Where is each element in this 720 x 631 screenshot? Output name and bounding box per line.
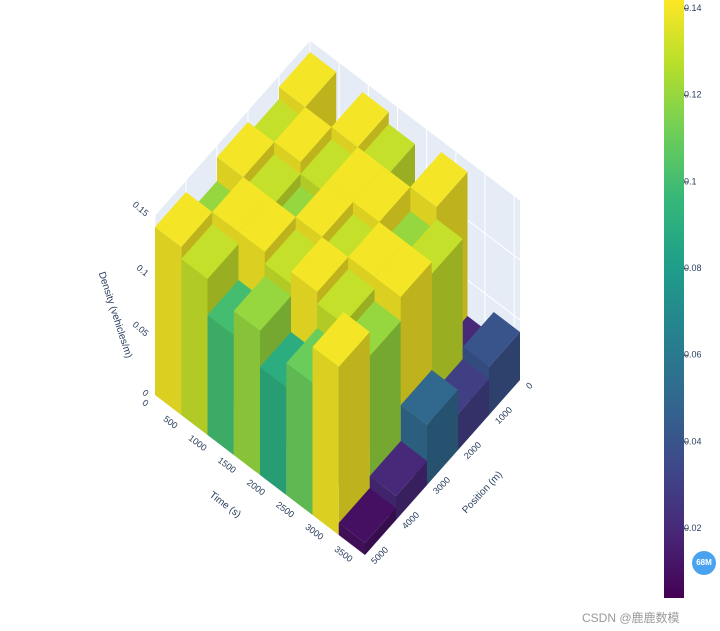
colorbar-tick-label: 0.14 <box>684 3 702 13</box>
surface-top <box>317 269 375 324</box>
colorbar-tick-label: 0.12 <box>684 90 702 100</box>
surface-top <box>462 312 520 367</box>
grid-line <box>154 39 311 216</box>
surface-side <box>286 363 313 515</box>
surface-top <box>326 147 384 202</box>
colorbar-tick-label: 0.1 <box>684 176 697 186</box>
surface-side <box>458 379 489 450</box>
watermark: CSDN @鹿鹿数模 <box>582 611 680 625</box>
surface-top <box>238 197 296 252</box>
surface-side <box>396 461 427 520</box>
surface-top <box>353 167 411 222</box>
surface-side <box>155 227 182 415</box>
surface-top <box>348 222 406 277</box>
surface-top <box>279 52 337 107</box>
surface-top <box>374 242 432 297</box>
surface-side <box>338 523 365 555</box>
x-tick-label: 1500 <box>216 455 238 475</box>
surface-side <box>365 508 396 555</box>
colorbar-tick-label: 0.02 <box>684 523 702 533</box>
surface-top <box>369 441 427 496</box>
colorbar-tick-label: 0.04 <box>684 436 702 446</box>
surface-top <box>212 177 270 232</box>
z-tick-label: 0 <box>140 387 150 398</box>
y-tick-label: 0 <box>524 380 535 391</box>
surface-top <box>181 224 239 279</box>
z-tick-label: 0.1 <box>135 263 151 279</box>
surface-top <box>312 312 370 367</box>
surface-side <box>312 347 339 535</box>
x-tick-label: 3500 <box>333 544 355 564</box>
y-tick-label: 5000 <box>369 545 390 566</box>
surface-top <box>233 276 291 331</box>
colorbar-tick-label: 0.08 <box>684 263 702 273</box>
z-tick-label: 0.05 <box>131 319 151 338</box>
surface-side <box>181 259 208 435</box>
surface-side <box>338 332 370 535</box>
x-tick-label: 0 <box>140 397 150 408</box>
surface-top <box>295 182 353 237</box>
z-axis-title: Density (vehicles/m) <box>96 271 134 360</box>
y-tick-label: 2000 <box>462 440 483 461</box>
surface-side <box>233 311 260 475</box>
x-tick-label: 2000 <box>245 477 267 497</box>
surface-top <box>300 139 358 194</box>
x-tick-label: 1000 <box>187 433 209 453</box>
grid-line <box>309 39 521 201</box>
surface-top <box>338 488 396 543</box>
y-tick-label: 1000 <box>493 405 514 426</box>
surface-top <box>264 229 322 284</box>
surface-top <box>400 370 458 425</box>
y-tick-label: 4000 <box>400 510 421 531</box>
x-tick-label: 2500 <box>274 500 296 520</box>
surface-top <box>274 107 332 162</box>
x-tick-label: 3000 <box>303 522 325 542</box>
colorbar <box>664 0 684 598</box>
surface-top <box>217 122 275 177</box>
badge[interactable]: 68M <box>692 551 716 575</box>
surface <box>155 52 520 555</box>
surface-top <box>410 152 468 207</box>
y-tick-label: 3000 <box>431 475 452 496</box>
colorbar-tick-label: 0.06 <box>684 350 702 360</box>
surface-side <box>207 315 234 455</box>
surface-top <box>331 92 389 147</box>
z-tick-label: 0.15 <box>131 199 151 218</box>
surface-side <box>489 332 520 415</box>
surface-top <box>291 237 349 292</box>
surface-top <box>155 192 213 247</box>
x-tick-label: 500 <box>162 414 180 431</box>
surface-side <box>427 390 458 485</box>
x-axis-title: Time (s) <box>207 490 243 521</box>
y-axis-title: Position (m) <box>460 469 504 516</box>
surface-side <box>260 367 287 495</box>
